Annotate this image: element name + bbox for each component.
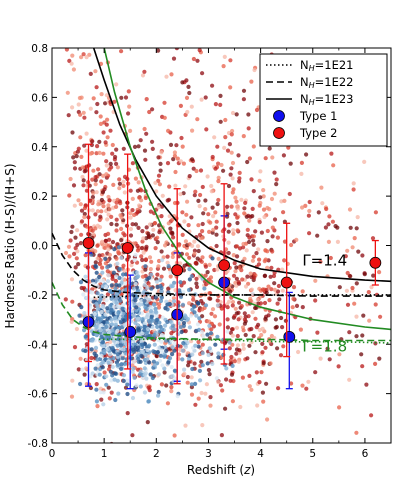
y-tick-label: 0.6	[31, 92, 48, 104]
type-2-mean-point	[82, 143, 95, 363]
x-tick-label: 4	[257, 448, 264, 460]
y-tick-label: 0.8	[31, 43, 48, 55]
x-tick-label: 5	[309, 448, 316, 460]
y-tick-label: 0.0	[31, 241, 48, 253]
y-axis-label: Hardness Ratio (H-S)/(H+S)	[3, 163, 17, 328]
type-2-mean-point	[171, 188, 184, 385]
legend-entry: Type 1	[273, 109, 337, 123]
model-curve-gamma-1.8-nh-1E23	[103, 48, 391, 331]
x-tick-label: 0	[49, 448, 56, 460]
y-tick-label: -0.8	[28, 438, 49, 450]
binned-means	[82, 143, 382, 390]
gamma-annotation: Γ=1.8	[302, 338, 347, 356]
svg-text:NH=1E23: NH=1E23	[300, 92, 353, 107]
model-curve-gamma-1.8-nh-1E22	[52, 282, 391, 342]
y-tick-label: 0.2	[31, 191, 48, 203]
y-tick-label: -0.4	[28, 339, 49, 351]
svg-text:NH=1E22: NH=1E22	[300, 75, 353, 90]
type-2-mean-point	[121, 153, 134, 370]
type-2-mean-point	[369, 239, 382, 286]
legend-entry: Type 2	[273, 126, 337, 140]
x-tick-label: 6	[362, 448, 369, 460]
type-2-mean-point	[218, 183, 231, 365]
x-tick-label: 2	[153, 448, 160, 460]
y-tick-label: -0.6	[28, 389, 49, 401]
y-tick-label: -0.2	[28, 290, 49, 302]
y-tick-label: 0.4	[31, 142, 48, 154]
gamma-annotation: Γ=1.4	[302, 251, 347, 269]
svg-text:NH=1E21: NH=1E21	[300, 58, 353, 73]
axis-ticks: 0 1 2 3 4 5 6 -0.8 -0.6 -0.4 -0.2 0.0 0.2 0.4 0.6 0.8	[28, 43, 391, 460]
x-tick-label: 1	[101, 448, 108, 460]
type-2-mean-point	[280, 222, 293, 358]
legend: NH=1E21 NH=1E22 NH=1E23 Type 1 Type 2	[259, 53, 388, 147]
model-curve-gamma-1.4-nh-1E22	[52, 232, 391, 297]
x-tick-label: 3	[205, 448, 212, 460]
svg-text:Type 2: Type 2	[299, 126, 337, 140]
model-curve-gamma-1.4-nh-1E23	[92, 48, 391, 283]
svg-text:Type 1: Type 1	[299, 109, 337, 123]
x-axis-label: Redshift (z)	[187, 463, 255, 477]
annotations: Γ=1.4 Γ=1.8	[302, 251, 347, 355]
